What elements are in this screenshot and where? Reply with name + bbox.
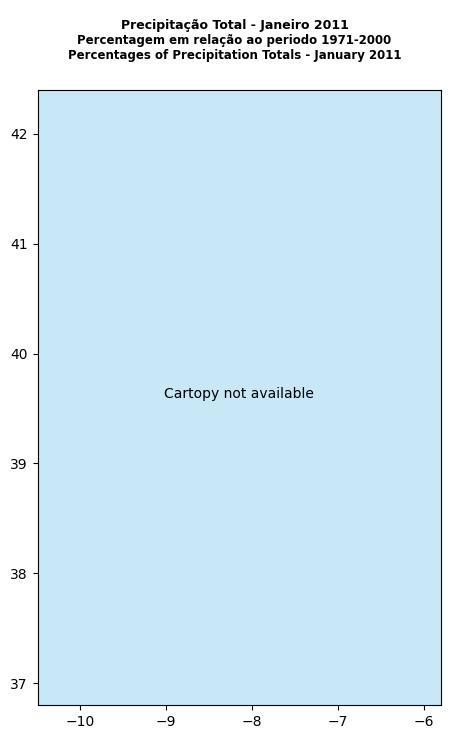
Text: Cartopy not available: Cartopy not available xyxy=(164,386,314,400)
Text: Percentages of Precipitation Totals - January 2011: Percentages of Precipitation Totals - Ja… xyxy=(68,49,401,62)
Text: Percentagem em relação ao periodo 1971-2000: Percentagem em relação ao periodo 1971-2… xyxy=(77,34,392,46)
Text: Precipitação Total - Janeiro 2011: Precipitação Total - Janeiro 2011 xyxy=(121,19,348,32)
